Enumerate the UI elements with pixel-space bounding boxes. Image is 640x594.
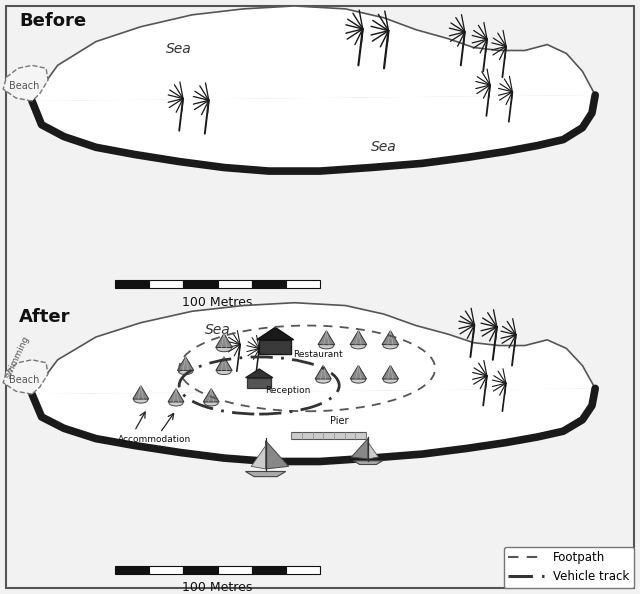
FancyBboxPatch shape	[184, 566, 218, 574]
Ellipse shape	[204, 400, 218, 406]
Text: Beach: Beach	[9, 81, 40, 91]
FancyBboxPatch shape	[218, 566, 252, 574]
FancyBboxPatch shape	[184, 280, 218, 288]
Polygon shape	[204, 388, 219, 402]
Polygon shape	[3, 360, 48, 394]
Polygon shape	[247, 378, 271, 388]
Polygon shape	[259, 340, 291, 354]
Ellipse shape	[383, 342, 397, 349]
Polygon shape	[353, 461, 383, 465]
FancyBboxPatch shape	[286, 566, 320, 574]
Text: Accommodation: Accommodation	[118, 435, 191, 444]
Text: Reception: Reception	[266, 386, 311, 395]
Polygon shape	[382, 331, 399, 345]
Polygon shape	[368, 442, 378, 459]
Polygon shape	[257, 327, 294, 340]
Text: Sea: Sea	[371, 140, 397, 154]
Ellipse shape	[383, 377, 397, 383]
FancyBboxPatch shape	[115, 566, 149, 574]
Polygon shape	[177, 357, 194, 371]
FancyBboxPatch shape	[149, 566, 184, 574]
Polygon shape	[350, 365, 367, 379]
Polygon shape	[252, 446, 266, 469]
Ellipse shape	[179, 368, 193, 375]
FancyBboxPatch shape	[252, 280, 286, 288]
Polygon shape	[382, 365, 399, 379]
Polygon shape	[246, 472, 286, 476]
Polygon shape	[318, 331, 335, 345]
Polygon shape	[32, 303, 595, 462]
Ellipse shape	[134, 397, 148, 403]
Text: Beach: Beach	[9, 375, 40, 385]
Ellipse shape	[217, 345, 231, 352]
Polygon shape	[350, 331, 367, 345]
FancyBboxPatch shape	[252, 566, 286, 574]
Ellipse shape	[169, 400, 183, 406]
FancyBboxPatch shape	[149, 280, 184, 288]
Text: Before: Before	[19, 12, 86, 30]
Text: swimming: swimming	[3, 334, 31, 380]
Polygon shape	[216, 333, 232, 347]
Text: 100 Metres: 100 Metres	[182, 296, 253, 309]
Polygon shape	[168, 388, 184, 402]
Text: Restaurant: Restaurant	[293, 350, 343, 359]
FancyBboxPatch shape	[218, 280, 252, 288]
Polygon shape	[3, 65, 48, 101]
Ellipse shape	[316, 377, 330, 383]
Text: Pier: Pier	[330, 416, 348, 426]
Text: Sea: Sea	[205, 323, 230, 337]
Text: After: After	[19, 308, 70, 327]
Ellipse shape	[351, 342, 365, 349]
FancyBboxPatch shape	[291, 432, 366, 439]
Ellipse shape	[217, 368, 231, 375]
Polygon shape	[32, 6, 595, 171]
Text: Sea: Sea	[166, 42, 192, 56]
FancyBboxPatch shape	[286, 280, 320, 288]
Ellipse shape	[351, 377, 365, 383]
Polygon shape	[133, 386, 148, 399]
Legend: Footpath, Vehicle track: Footpath, Vehicle track	[504, 546, 634, 588]
Polygon shape	[246, 369, 273, 378]
Polygon shape	[216, 357, 232, 371]
Text: 100 Metres: 100 Metres	[182, 582, 253, 594]
Polygon shape	[351, 438, 368, 459]
Ellipse shape	[319, 342, 333, 349]
Polygon shape	[315, 365, 332, 379]
Polygon shape	[266, 441, 289, 469]
FancyBboxPatch shape	[115, 280, 149, 288]
